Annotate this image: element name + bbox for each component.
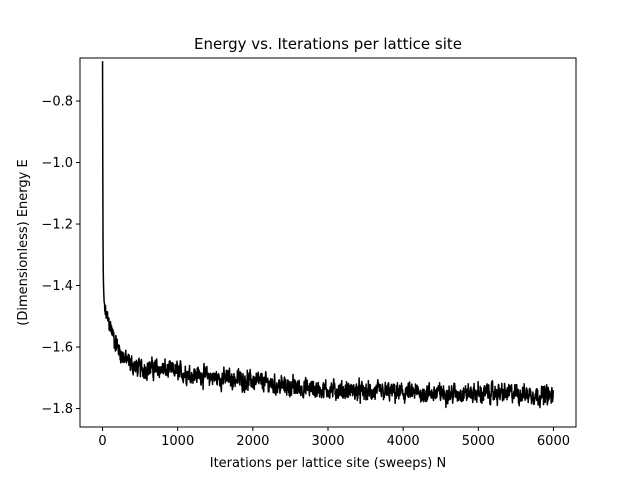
x-tick-label: 0 xyxy=(98,434,106,449)
x-tick-label: 2000 xyxy=(236,434,269,449)
y-tick-label: −1.2 xyxy=(41,218,73,233)
x-tick-label: 3000 xyxy=(311,434,344,449)
x-tick-label: 5000 xyxy=(462,434,495,449)
x-tick-label: 1000 xyxy=(161,434,194,449)
y-tick-label: −1.0 xyxy=(41,156,73,171)
y-tick-label: −1.4 xyxy=(41,279,73,294)
y-ticks: −0.8 −1.0 −1.2 −1.4 −1.6 −1.8 xyxy=(41,95,80,417)
chart-title: Energy vs. Iterations per lattice site xyxy=(194,35,462,53)
y-axis-label: (Dimensionless) Energy E xyxy=(16,159,31,325)
y-tick-label: −1.8 xyxy=(41,402,73,417)
x-tick-label: 4000 xyxy=(387,434,420,449)
energy-series-line xyxy=(101,61,555,409)
x-tick-label: 6000 xyxy=(537,434,570,449)
x-axis-label: Iterations per lattice site (sweeps) N xyxy=(210,456,446,471)
y-tick-label: −0.8 xyxy=(41,95,73,110)
x-ticks: 0 1000 2000 3000 4000 5000 6000 xyxy=(98,427,570,449)
y-tick-label: −1.6 xyxy=(41,341,73,356)
series-group xyxy=(101,61,555,409)
